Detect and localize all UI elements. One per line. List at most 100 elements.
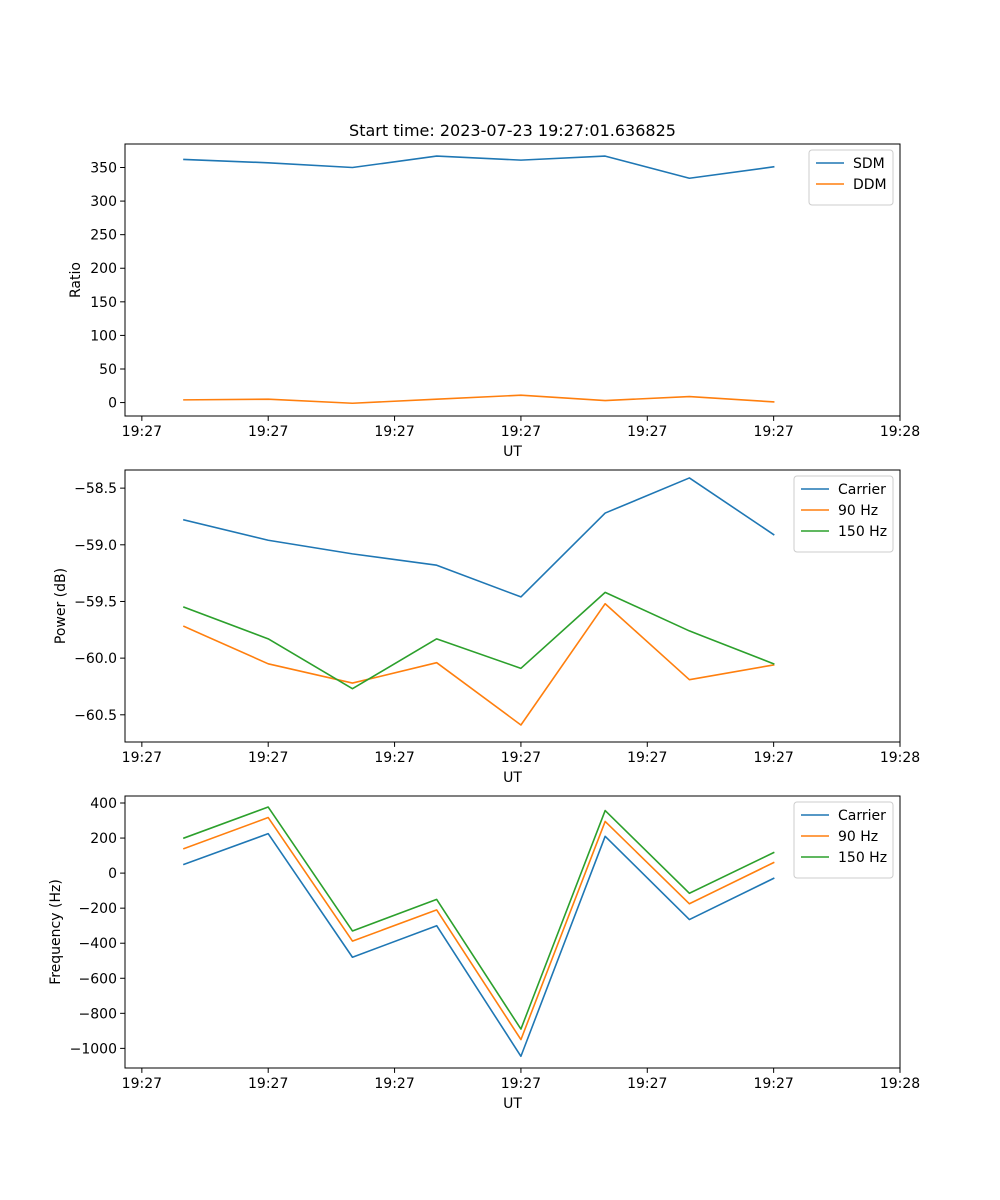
data-point-90-hz xyxy=(351,682,353,684)
y-tick-label: 300 xyxy=(90,194,117,210)
x-tick-label: 19:27 xyxy=(374,424,414,440)
y-tick-label: 200 xyxy=(90,831,117,847)
data-point-90-hz xyxy=(688,678,690,680)
data-point-sdm xyxy=(772,166,774,168)
data-point-ddm xyxy=(267,398,269,400)
chart-frequency: 19:27 19:27 19:27 19:27 19:27 19:27 19:28 −1000… xyxy=(48,795,920,1112)
chart-power: 19:27 19:27 19:27 19:27 19:27 19:27 19:28 −60.5… xyxy=(53,469,920,786)
data-point-150-hz xyxy=(688,892,690,894)
y-tick-label: 250 xyxy=(90,228,117,244)
data-point-sdm xyxy=(520,159,522,161)
y-tick-label: 50 xyxy=(99,362,117,378)
x-tick-label: 19:27 xyxy=(627,750,667,766)
data-point-ddm xyxy=(772,401,774,403)
y-tick-label: 0 xyxy=(108,866,117,882)
legend-label-carrier: Carrier xyxy=(838,808,886,824)
data-point-150-hz xyxy=(351,688,353,690)
y-axis-label: Power (dB) xyxy=(53,568,69,644)
data-point-150-hz xyxy=(772,663,774,665)
x-tick-label: 19:27 xyxy=(248,424,288,440)
data-point-90-hz xyxy=(772,861,774,863)
data-point-carrier xyxy=(772,877,774,879)
plot-frame xyxy=(124,795,901,1069)
y-tick-label: −1000 xyxy=(70,1041,117,1057)
y-tick-label: 150 xyxy=(90,295,117,311)
data-point-carrier xyxy=(604,835,606,837)
data-point-90-hz xyxy=(267,816,269,818)
data-point-150-hz xyxy=(435,638,437,640)
data-point-ddm xyxy=(520,394,522,396)
y-tick-label: −200 xyxy=(79,901,117,917)
x-tick-label: 19:27 xyxy=(122,1076,162,1092)
data-point-90-hz xyxy=(688,903,690,905)
data-point-150-hz xyxy=(267,806,269,808)
data-point-carrier xyxy=(604,512,606,514)
x-tick-label: 19:27 xyxy=(248,750,288,766)
x-axis-label: UT xyxy=(503,444,522,460)
y-tick-label: 400 xyxy=(90,796,117,812)
x-tick-label: 19:27 xyxy=(501,750,541,766)
y-axis-label: Frequency (Hz) xyxy=(48,879,64,985)
legend: Carrier 90 Hz 150 Hz xyxy=(793,475,894,553)
data-point-carrier xyxy=(435,564,437,566)
data-point-carrier xyxy=(183,863,185,865)
data-point-carrier xyxy=(520,1055,522,1057)
x-tick-label: 19:27 xyxy=(122,424,162,440)
data-point-150-hz xyxy=(604,591,606,593)
data-point-carrier xyxy=(351,956,353,958)
legend-box xyxy=(793,475,894,553)
y-tick-label: −60.0 xyxy=(74,651,117,667)
y-tick-label: −600 xyxy=(79,971,117,987)
x-axis-label: UT xyxy=(503,770,522,786)
series-line-ddm xyxy=(183,394,775,405)
y-axis-label: Ratio xyxy=(68,262,84,298)
series-line-90-hz xyxy=(182,602,775,726)
data-point-sdm xyxy=(351,166,353,168)
legend-label-150-hz: 150 Hz xyxy=(838,850,887,866)
data-point-90-hz xyxy=(604,820,606,822)
x-tick-label: 19:27 xyxy=(627,424,667,440)
x-tick-label: 19:27 xyxy=(753,1076,793,1092)
legend-label-ddm: DDM xyxy=(853,177,887,193)
x-axis-label: UT xyxy=(503,1096,522,1112)
data-point-150-hz xyxy=(183,606,185,608)
data-point-ddm xyxy=(688,395,690,397)
legend-label-carrier: Carrier xyxy=(838,482,886,498)
series-line-carrier xyxy=(183,477,775,598)
plot-frame xyxy=(124,143,901,417)
data-point-90-hz xyxy=(351,940,353,942)
data-point-sdm xyxy=(267,162,269,164)
legend-label-90-hz: 90 Hz xyxy=(838,503,878,519)
x-tick-label: 19:27 xyxy=(248,1076,288,1092)
x-tick-label: 19:27 xyxy=(753,424,793,440)
x-tick-label: 19:27 xyxy=(122,750,162,766)
legend-label-90-hz: 90 Hz xyxy=(838,829,878,845)
data-point-carrier xyxy=(688,918,690,920)
y-tick-label: −60.5 xyxy=(74,708,117,724)
data-point-carrier xyxy=(520,596,522,598)
data-point-carrier xyxy=(267,539,269,541)
data-point-90-hz xyxy=(435,661,437,663)
chart-ratio: 19:27 19:27 19:27 19:27 19:27 19:27 19:28 0 50 10… xyxy=(68,143,920,460)
data-point-sdm xyxy=(688,177,690,179)
data-point-150-hz xyxy=(351,930,353,932)
data-point-150-hz xyxy=(520,667,522,669)
data-point-90-hz xyxy=(435,909,437,911)
series-line-carrier xyxy=(182,832,775,1058)
legend-label-150-hz: 150 Hz xyxy=(838,524,887,540)
data-point-carrier xyxy=(772,533,774,535)
y-tick-label: −400 xyxy=(79,936,117,952)
y-tick-label: 0 xyxy=(108,396,117,412)
plot-frame xyxy=(124,469,901,743)
data-point-90-hz xyxy=(183,847,185,849)
figure-title: Start time: 2023-07-23 19:27:01.636825 xyxy=(349,121,676,140)
legend: Carrier 90 Hz 150 Hz xyxy=(793,801,894,879)
data-point-150-hz xyxy=(435,898,437,900)
data-point-sdm xyxy=(435,155,437,157)
x-tick-label: 19:27 xyxy=(753,750,793,766)
data-point-150-hz xyxy=(520,1028,522,1030)
series-line-150-hz xyxy=(182,591,775,690)
data-point-carrier xyxy=(267,832,269,834)
y-tick-label: 350 xyxy=(90,161,117,177)
